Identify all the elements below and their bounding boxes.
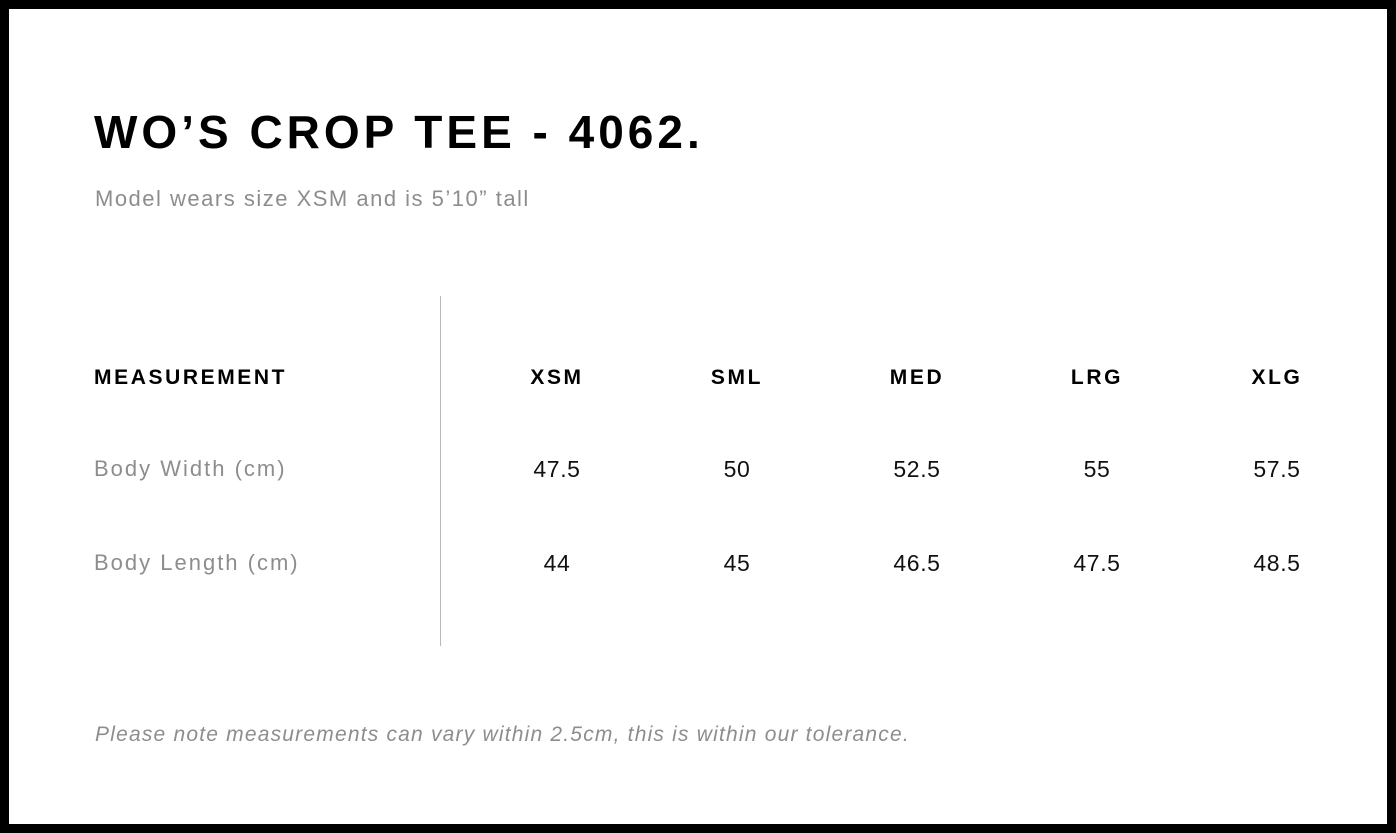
page-title: WO’S CROP TEE - 4062. [94,106,704,158]
table-row: Body Length (cm) 44 45 46.5 47.5 48.5 [9,548,1387,578]
cell-body-width-sml: 50 [723,456,751,482]
column-header-xlg: XLG [1251,366,1303,389]
measurement-table: MEASUREMENT XSM SML MED LRG XLG Body Wid… [9,9,1387,824]
model-fit-note: Model wears size XSM and is 5’10” tall [95,186,530,211]
tolerance-note: Please note measurements can vary within… [95,723,910,746]
cell-body-width-med: 52.5 [893,456,941,482]
cell-body-length-xsm: 44 [543,550,571,576]
column-header-lrg: LRG [1070,366,1124,389]
cell-body-width-lrg: 55 [1083,456,1111,482]
cell-body-length-xlg: 48.5 [1253,550,1301,576]
cell-body-width-xsm: 47.5 [533,456,581,482]
cell-body-length-med: 46.5 [893,550,941,576]
cell-body-length-lrg: 47.5 [1073,550,1121,576]
row-label-body-width: Body Width (cm) [94,456,287,481]
cell-body-width-xlg: 57.5 [1253,456,1301,482]
column-header-sml: SML [710,366,764,389]
row-label-body-length: Body Length (cm) [94,550,300,575]
column-header-xsm: XSM [530,366,584,389]
table-header-row: MEASUREMENT XSM SML MED LRG XLG [9,363,1387,393]
cell-body-length-sml: 45 [723,550,751,576]
column-header-measurement: MEASUREMENT [94,366,288,389]
table-vertical-divider [440,296,441,646]
size-chart-sheet: WO’S CROP TEE - 4062. Model wears size X… [9,9,1387,824]
column-header-med: MED [889,366,945,389]
table-row: Body Width (cm) 47.5 50 52.5 55 57.5 [9,454,1387,484]
